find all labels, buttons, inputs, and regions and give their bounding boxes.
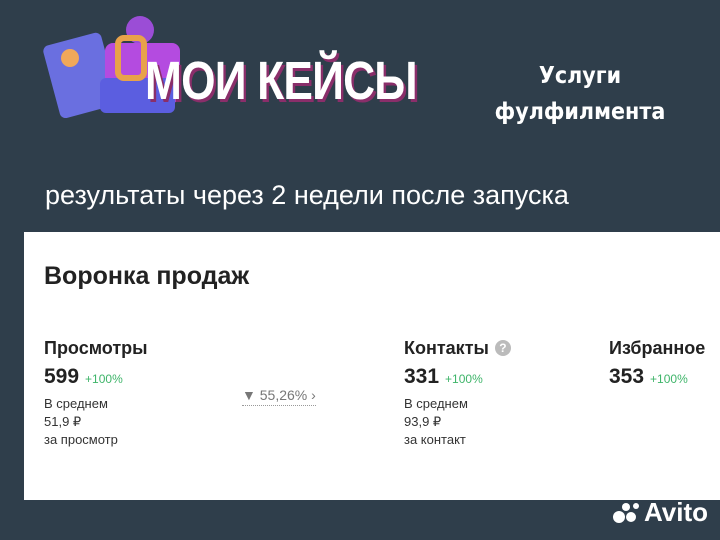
conversion-value: 55,26% (259, 387, 308, 403)
conversion-link[interactable]: ▼ 55,26% › (242, 387, 316, 406)
filter-icon: ▼ (242, 387, 256, 403)
avito-logo-icon (612, 502, 639, 523)
views-avg-label: В среднем (44, 396, 108, 411)
service-label: Услуги фулфилмента (481, 58, 679, 130)
views-change: +100% (85, 372, 123, 386)
favorites-label: Избранное (609, 338, 706, 358)
avito-watermark: Avito (612, 497, 708, 528)
banner-title: МОИ КЕЙСЫ (145, 51, 418, 111)
favorites-block: Избранное 353 +100% (609, 338, 705, 389)
contacts-block: Контакты? 331 +100% В среднем 93,9 ₽ за кон… (404, 338, 511, 449)
views-block: Просмотры 599 +100% В среднем 51,9 ₽ за про… (44, 338, 148, 449)
views-avg-unit: за просмотр (44, 432, 118, 447)
views-avg-value: 51,9 ₽ (44, 414, 82, 429)
service-line-1: Услуги (538, 63, 622, 89)
contacts-avg-unit: за контакт (404, 432, 466, 447)
favorites-value: 353 (609, 365, 645, 388)
contacts-label: Контакты (404, 338, 489, 358)
contacts-avg-value: 93,9 ₽ (404, 414, 442, 429)
cases-illustration (43, 16, 180, 118)
views-label: Просмотры (44, 338, 148, 358)
views-value: 599 (44, 365, 80, 388)
contacts-value: 331 (404, 365, 440, 388)
contacts-change: +100% (445, 372, 483, 386)
avito-text: Avito (643, 497, 708, 527)
subtitle: результаты через 2 недели после запуска (45, 180, 569, 210)
funnel-title: Воронка продаж (44, 262, 250, 290)
contacts-avg-label: В среднем (404, 396, 468, 411)
favorites-change: +100% (650, 372, 688, 386)
chevron-right-icon: › (311, 387, 316, 403)
help-icon[interactable]: ? (494, 340, 511, 356)
service-line-2: фулфилмента (494, 99, 666, 125)
sales-funnel-panel: Воронка продаж Просмотры 599 +100% В сред… (24, 232, 720, 500)
